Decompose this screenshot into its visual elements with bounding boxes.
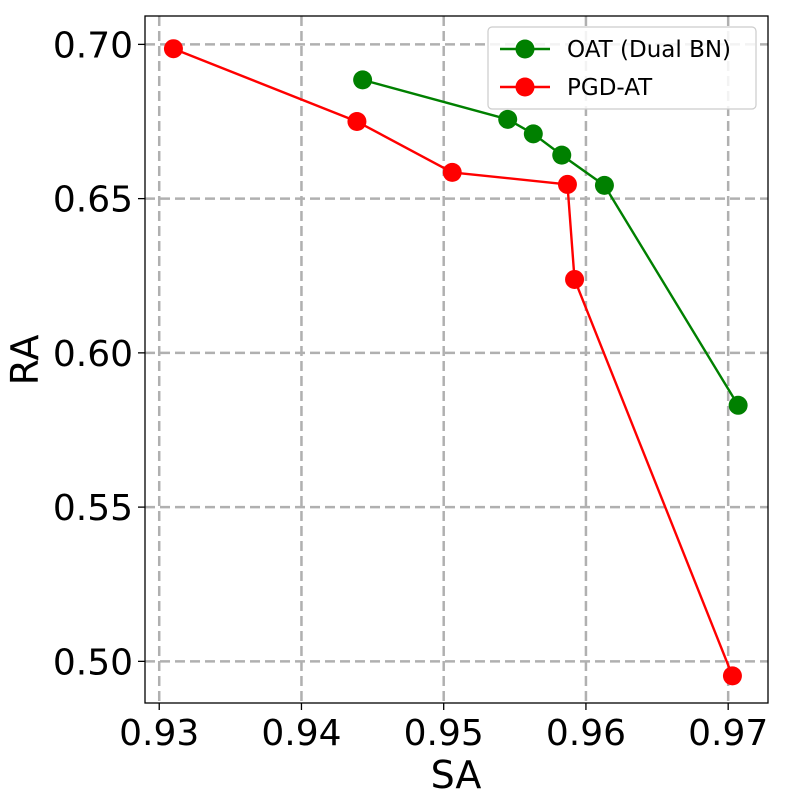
data-point (728, 395, 748, 415)
data-point (557, 174, 577, 194)
legend-entry: PGD-AT (500, 75, 653, 101)
series-group (353, 70, 748, 415)
x-axis: 0.93 0.94 0.95 0.96 0.97 (119, 703, 768, 754)
y-tick-label: 0.60 (53, 334, 133, 375)
plot-frame (144, 15, 769, 704)
x-tick-label: 0.97 (688, 713, 768, 754)
legend: OAT (Dual BN) PGD-AT (487, 26, 757, 110)
y-tick-label: 0.50 (53, 642, 133, 683)
data-point (565, 269, 585, 289)
x-tick-label: 0.93 (119, 713, 199, 754)
x-tick-label: 0.95 (404, 713, 484, 754)
legend-entry: OAT (Dual BN) (500, 37, 731, 63)
data-point (594, 175, 614, 195)
legend-box (487, 26, 757, 110)
y-tick-label: 0.70 (53, 25, 133, 66)
legend-label: OAT (Dual BN) (567, 37, 731, 63)
series-line (173, 47, 734, 677)
data-point (353, 70, 373, 90)
series-line (362, 78, 740, 406)
y-tick-label: 0.65 (53, 180, 133, 221)
data-point (498, 109, 518, 129)
legend-marker (515, 39, 535, 59)
data-point (163, 39, 183, 59)
data-point (347, 112, 367, 132)
legend-label: PGD-AT (567, 75, 653, 101)
data-point (523, 124, 543, 144)
grid (145, 16, 768, 703)
data-point (552, 145, 572, 165)
series-group (163, 39, 742, 686)
series-layer (163, 39, 748, 686)
x-axis-label: SA (431, 753, 482, 797)
y-axis: 0.50 0.55 0.60 0.65 0.70 (53, 25, 145, 683)
y-tick-label: 0.55 (53, 488, 133, 529)
y-axis-label: RA (3, 335, 47, 386)
data-point (442, 162, 462, 182)
x-tick-label: 0.96 (546, 713, 626, 754)
x-tick-label: 0.94 (261, 713, 341, 754)
data-point (722, 666, 742, 686)
legend-marker (515, 77, 535, 97)
